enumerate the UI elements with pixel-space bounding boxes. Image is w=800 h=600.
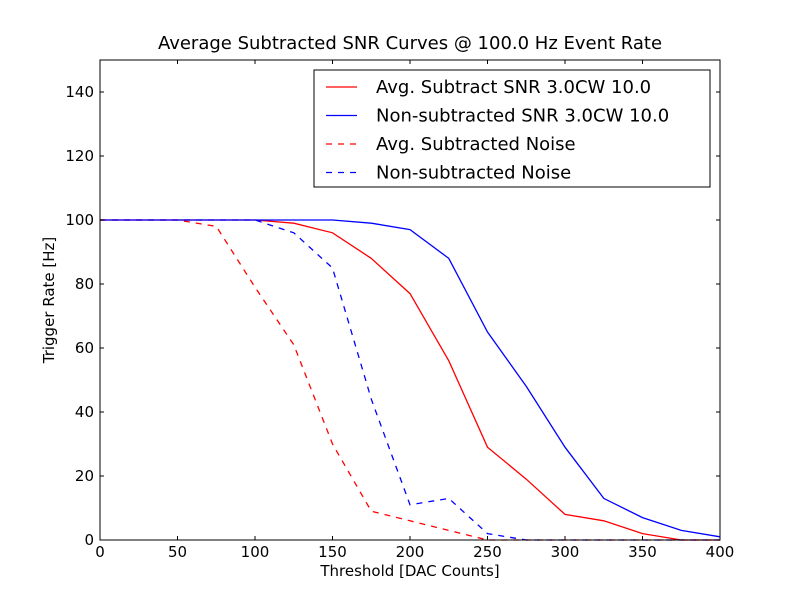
x-tick-label: 100 [241,543,270,561]
x-tick-label: 200 [396,543,425,561]
legend-label: Avg. Subtracted Noise [376,134,576,155]
series-line-avg-subtracted-noise [100,219,720,541]
x-tick-label: 0 [95,543,105,561]
x-tick-label: 350 [628,543,657,561]
x-tick-label: 400 [706,543,735,561]
x-tick-label: 300 [551,543,580,561]
chart-title: Average Subtracted SNR Curves @ 100.0 Hz… [158,33,662,54]
y-tick-label: 120 [65,147,94,165]
y-tick-label: 40 [75,403,94,421]
legend: Avg. Subtract SNR 3.0CW 10.0 Non-subtract… [313,69,711,188]
legend-box [313,69,711,188]
x-tick-label: 250 [473,543,502,561]
series-line-non-subtracted-noise [100,219,720,541]
legend-label: Non-subtracted Noise [376,163,571,184]
y-axis: 0 20 40 60 80 100 120 140 [65,83,720,549]
x-tick-label: 50 [168,543,187,561]
x-tick-label: 150 [318,543,347,561]
y-tick-label: 140 [65,83,94,101]
y-tick-label: 100 [65,211,94,229]
plot-lines [100,219,721,541]
y-tick-label: 60 [75,339,94,357]
x-axis: 0 50 100 150 200 250 300 350 400 [95,60,734,561]
legend-label: Avg. Subtract SNR 3.0CW 10.0 [376,77,651,98]
y-tick-label: 80 [75,275,94,293]
y-axis-label: Trigger Rate [Hz] [40,237,58,365]
y-tick-label: 20 [75,467,94,485]
x-axis-label: Threshold [DAC Counts] [319,562,499,580]
series-line-non-subtracted-snr-3-0cw-10-0 [100,219,721,538]
legend-label: Non-subtracted SNR 3.0CW 10.0 [376,106,669,127]
y-tick-label: 0 [84,531,94,549]
